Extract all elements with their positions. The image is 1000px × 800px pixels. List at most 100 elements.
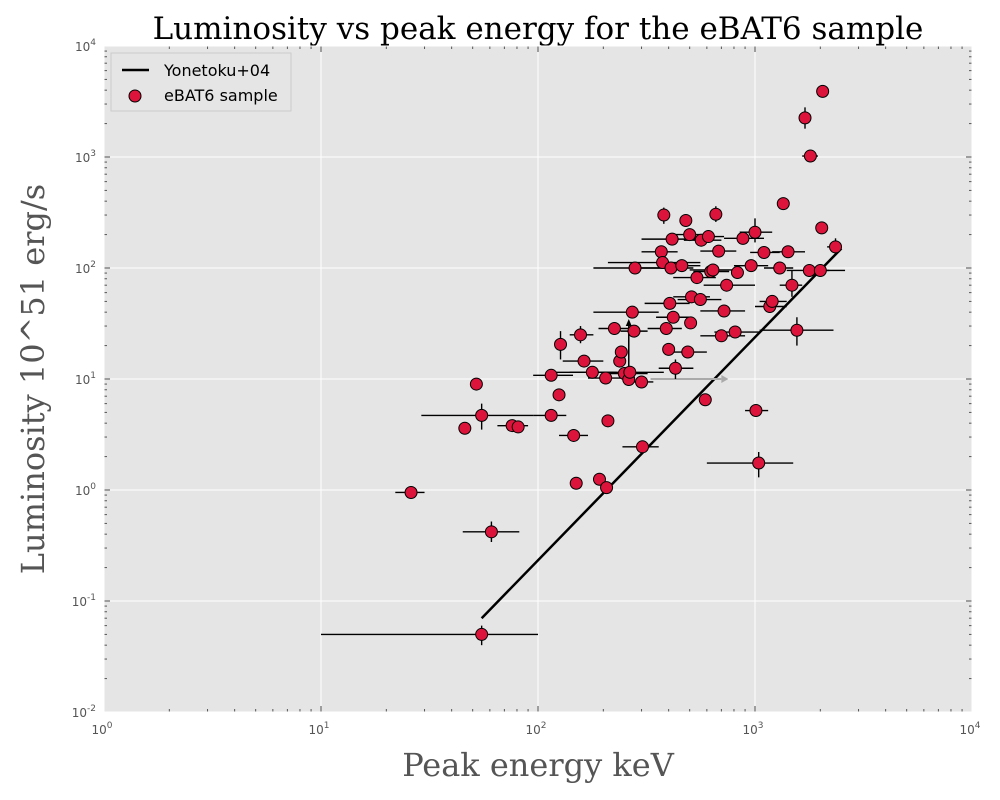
data-point xyxy=(569,476,583,490)
legend-marker-swatch xyxy=(128,89,142,103)
data-point xyxy=(662,342,676,356)
legend-box xyxy=(110,52,292,112)
data-point xyxy=(701,230,715,244)
data-point xyxy=(773,261,787,275)
data-point xyxy=(599,371,613,385)
plot-frame xyxy=(103,45,973,713)
data-point xyxy=(829,240,843,254)
data-point xyxy=(757,245,771,259)
data-point xyxy=(668,361,682,375)
data-point xyxy=(625,305,639,319)
data-point xyxy=(684,316,698,330)
data-point xyxy=(798,111,812,125)
x-tick-label: 103 xyxy=(742,721,763,737)
data-point xyxy=(635,375,649,389)
data-point xyxy=(458,421,472,435)
data-point xyxy=(709,207,723,221)
data-point xyxy=(681,345,695,359)
data-point xyxy=(765,294,779,308)
data-point xyxy=(816,84,830,98)
data-point xyxy=(663,296,677,310)
data-point xyxy=(554,337,568,351)
x-tick-label: 100 xyxy=(91,721,112,737)
data-point xyxy=(803,149,817,163)
data-point xyxy=(706,263,720,277)
data-point xyxy=(714,329,728,343)
data-point xyxy=(585,365,599,379)
data-point xyxy=(659,322,673,336)
y-tick-label: 10-2 xyxy=(72,704,96,720)
legend: Yonetoku+04 eBAT6 sample xyxy=(110,52,292,112)
data-point xyxy=(511,420,525,434)
data-point xyxy=(744,259,758,273)
data-point xyxy=(690,271,704,285)
legend-label-scatter: eBAT6 sample xyxy=(164,86,278,105)
data-point xyxy=(567,428,581,442)
y-tick-label: 103 xyxy=(75,149,96,165)
data-point xyxy=(607,322,621,336)
x-tick-label: 104 xyxy=(959,721,980,737)
data-point xyxy=(785,278,799,292)
data-point xyxy=(544,368,558,382)
grid xyxy=(103,45,973,713)
data-point xyxy=(592,472,606,486)
data-point xyxy=(577,354,591,368)
data-point xyxy=(623,365,637,379)
data-point xyxy=(601,414,615,428)
data-point xyxy=(635,440,649,454)
data-point xyxy=(679,213,693,227)
data-point xyxy=(654,245,668,259)
data-point xyxy=(781,245,795,259)
tick-labels: 100 101 102 103 104 10-2 10-1 100 101 102 103 104 xyxy=(72,38,981,737)
data-point xyxy=(484,525,498,539)
data-point xyxy=(712,244,726,258)
x-axis-label: Peak energy keV xyxy=(402,746,675,784)
data-point xyxy=(469,377,483,391)
data-point xyxy=(693,293,707,307)
y-tick-label: 104 xyxy=(75,38,96,54)
data-point xyxy=(720,278,734,292)
data-point xyxy=(728,325,742,339)
data-point xyxy=(683,228,697,242)
data-point xyxy=(776,197,790,211)
chart-title: Luminosity vs peak energy for the eBAT6 … xyxy=(153,11,924,47)
data-point xyxy=(614,345,628,359)
data-point xyxy=(717,304,731,318)
x-tick-label: 102 xyxy=(525,721,546,737)
yonetoku-line xyxy=(480,247,843,620)
data-point xyxy=(730,266,744,280)
data-point xyxy=(675,259,689,273)
data-point xyxy=(665,232,679,246)
y-axis-label: Luminosity 10^51 erg/s xyxy=(14,184,52,574)
data-point xyxy=(748,225,762,239)
scatter-points xyxy=(404,84,843,641)
data-point xyxy=(802,263,816,277)
data-point xyxy=(790,323,804,337)
data-point xyxy=(628,261,642,275)
data-point xyxy=(666,310,680,324)
data-point xyxy=(600,481,614,495)
data-point xyxy=(552,388,566,402)
data-point xyxy=(749,404,763,418)
data-point xyxy=(813,263,827,277)
data-point xyxy=(664,261,678,275)
data-point xyxy=(657,208,671,222)
data-point xyxy=(815,221,829,235)
data-point xyxy=(475,627,489,641)
data-point xyxy=(752,456,766,470)
data-point xyxy=(404,485,418,499)
y-tick-label: 101 xyxy=(75,371,96,387)
data-point xyxy=(574,328,588,342)
y-tick-label: 102 xyxy=(75,260,96,276)
legend-label-line: Yonetoku+04 xyxy=(163,61,270,80)
data-point xyxy=(736,231,750,245)
x-tick-label: 101 xyxy=(308,721,329,737)
data-point xyxy=(698,393,712,407)
y-tick-label: 100 xyxy=(75,482,96,498)
y-tick-label: 10-1 xyxy=(72,593,96,609)
limit-arrow-head xyxy=(625,319,632,327)
yonetoku-relation-line xyxy=(480,247,843,620)
data-point xyxy=(475,408,489,422)
limit-arrow-head xyxy=(721,375,729,383)
